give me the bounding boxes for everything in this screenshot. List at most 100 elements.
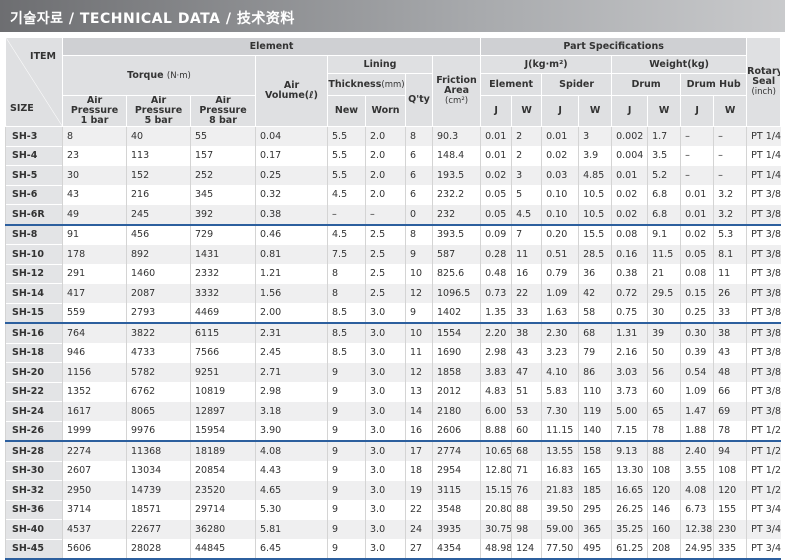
table-cell: 392 bbox=[190, 204, 256, 225]
table-cell: PT 3/8 bbox=[746, 401, 781, 421]
table-cell: 0.002 bbox=[611, 126, 648, 146]
table-cell: 8 bbox=[405, 223, 433, 245]
table-cell: 8.1 bbox=[713, 244, 747, 264]
table-cell: 232.2 bbox=[431, 184, 481, 205]
table-cell: 4733 bbox=[126, 342, 191, 363]
table-cell: 729 bbox=[190, 223, 256, 245]
table-cell: 33 bbox=[511, 302, 542, 323]
table-cell: 2.20 bbox=[480, 322, 512, 343]
table-cell: 0.79 bbox=[541, 263, 579, 284]
table-cell: 44845 bbox=[190, 538, 256, 560]
table-cell: 16 bbox=[511, 263, 542, 284]
header: SIZE bbox=[10, 103, 34, 114]
table-cell: 3.23 bbox=[541, 342, 579, 363]
table-cell: 6 bbox=[405, 145, 433, 166]
table-cell: 1.09 bbox=[541, 283, 579, 303]
table-cell: 9 bbox=[405, 244, 433, 264]
table-cell: 3 bbox=[511, 165, 542, 185]
header-unit: (inch) bbox=[751, 87, 776, 97]
header: Air Pressure 1 bar bbox=[62, 95, 127, 127]
table-cell: 1999 bbox=[62, 420, 127, 441]
table-cell: 30 bbox=[647, 302, 681, 323]
header: Rotary Seal (inch) bbox=[746, 37, 782, 127]
table-cell: 0.004 bbox=[611, 145, 648, 166]
table-cell: 764 bbox=[62, 322, 127, 343]
table-cell: – bbox=[713, 145, 747, 166]
table-cell: 0.05 bbox=[480, 204, 512, 225]
table-cell: 2 bbox=[511, 145, 542, 166]
table-cell: 7 bbox=[511, 223, 542, 245]
table-cell: PT 3/8 bbox=[746, 204, 781, 225]
table-row: SH-15 559 2793 4469 2.00 8.5 3.0 9 1402 1.35 33 1.6… bbox=[5, 302, 781, 323]
table-cell: 9 bbox=[327, 460, 366, 481]
header: W bbox=[713, 95, 748, 127]
table-cell: 2.00 bbox=[255, 302, 328, 323]
table-cell: 0.17 bbox=[255, 145, 328, 166]
table-cell: 208 bbox=[647, 538, 681, 560]
table-cell: – bbox=[327, 204, 366, 225]
table-cell: 30 bbox=[62, 165, 127, 185]
table-cell: 33 bbox=[713, 302, 747, 323]
size-cell: SH-6 bbox=[5, 184, 63, 205]
size-cell: SH-8 bbox=[5, 223, 63, 245]
table-cell: 2.0 bbox=[365, 145, 406, 166]
table-cell: 2 bbox=[511, 126, 542, 146]
table-row: SH-32 2950 14739 23520 4.65 9 3.0 19 3115 15.15 76… bbox=[5, 480, 781, 500]
table-cell: 18571 bbox=[126, 499, 191, 520]
table-cell: 3.0 bbox=[365, 440, 406, 461]
header: Weight(kg) bbox=[611, 55, 748, 74]
table-cell: 13.55 bbox=[541, 440, 579, 461]
header-text: Thickness bbox=[328, 78, 382, 90]
table-cell: 22 bbox=[405, 499, 433, 520]
table-cell: 0.15 bbox=[680, 283, 714, 303]
table-cell: 9 bbox=[327, 538, 366, 560]
table-cell: 26.25 bbox=[611, 499, 648, 520]
table-cell: 2.31 bbox=[255, 322, 328, 343]
table-cell: PT 3/8 bbox=[746, 302, 781, 323]
table-cell: 39.50 bbox=[541, 499, 579, 520]
table-cell: 4.08 bbox=[680, 480, 714, 500]
table-cell: 9 bbox=[405, 302, 433, 323]
table-cell: PT 3/8 bbox=[746, 362, 781, 382]
table-cell: 5 bbox=[511, 184, 542, 205]
table-cell: 0.01 bbox=[480, 145, 512, 166]
header: W bbox=[578, 95, 613, 127]
table-cell: 0.38 bbox=[255, 204, 328, 225]
table-cell: 3.0 bbox=[365, 302, 406, 323]
table-cell: 0.02 bbox=[611, 184, 648, 205]
table-cell: 11 bbox=[405, 342, 433, 363]
table-cell: 8.88 bbox=[480, 420, 512, 441]
table-cell: 6.00 bbox=[480, 401, 512, 421]
table-row: SH-36 3714 18571 29714 5.30 9 3.0 22 3548 20.80 88… bbox=[5, 499, 781, 520]
table-cell: 456 bbox=[126, 223, 191, 245]
table-cell: 160 bbox=[647, 519, 681, 539]
table-cell: PT 1/4 bbox=[746, 126, 781, 146]
size-cell: SH-30 bbox=[5, 460, 63, 481]
table-cell: 49 bbox=[62, 204, 127, 225]
table-cell: 5.5 bbox=[327, 165, 366, 185]
table-cell: 3.03 bbox=[611, 362, 648, 382]
header: Torque (N·m) bbox=[62, 55, 256, 96]
table-cell: 3548 bbox=[431, 499, 481, 520]
table-cell: 1156 bbox=[62, 362, 127, 382]
table-cell: 68 bbox=[511, 440, 542, 461]
header-unit: (N·m) bbox=[166, 70, 191, 81]
spec-table: ITEM SIZE Element Part Specifications Rot… bbox=[5, 37, 782, 560]
table-cell: – bbox=[713, 126, 747, 146]
header-text: Air Pressure bbox=[70, 95, 119, 116]
header-text: 5 bar bbox=[144, 115, 173, 126]
table-cell: 113 bbox=[126, 145, 191, 166]
table-cell: 0.30 bbox=[680, 322, 714, 343]
table-cell: 5.3 bbox=[713, 223, 747, 245]
table-cell: 245 bbox=[126, 204, 191, 225]
table-cell: 0.39 bbox=[680, 342, 714, 363]
header-unit: (cm²) bbox=[445, 96, 469, 106]
table-row: SH-14 417 2087 3332 1.56 8 2.5 12 1096.5 0.73 22 1.… bbox=[5, 283, 781, 303]
size-cell: SH-22 bbox=[5, 381, 63, 402]
size-cell: SH-45 bbox=[5, 538, 63, 560]
table-cell: 892 bbox=[126, 244, 191, 264]
table-cell: 26 bbox=[713, 283, 747, 303]
table-cell: 22677 bbox=[126, 519, 191, 539]
header: Thickness(mm) bbox=[327, 73, 406, 96]
table-cell: 3.0 bbox=[365, 538, 406, 560]
